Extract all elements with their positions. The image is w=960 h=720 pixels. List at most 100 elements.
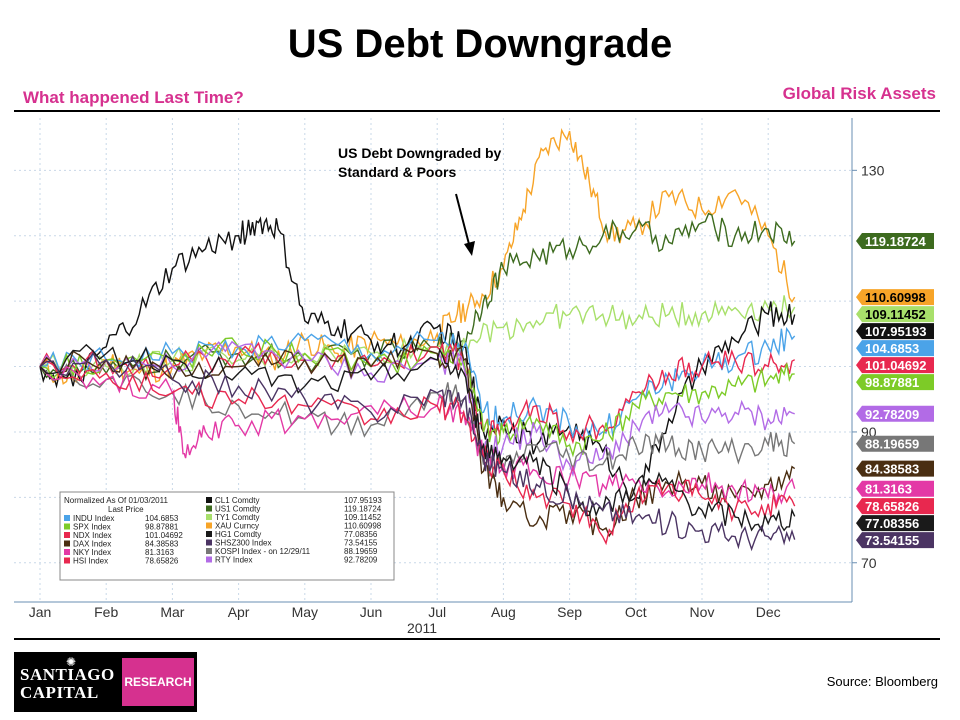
santiago-capital-logo: ✺ SANTIAGO CAPITAL RESEARCH xyxy=(14,652,197,712)
end-value-label: 81.3163 xyxy=(865,482,912,497)
legend-item-value: 78.65826 xyxy=(145,557,179,566)
end-value-tag xyxy=(856,405,934,422)
end-value-tag xyxy=(856,435,934,452)
legend-box xyxy=(59,491,395,581)
end-value-tag xyxy=(856,306,934,323)
series-line-rty-index xyxy=(39,340,795,478)
end-value-label: 107.95193 xyxy=(865,324,926,339)
x-tick-label: Mar xyxy=(160,604,184,620)
top-divider xyxy=(14,110,940,112)
end-value-tag xyxy=(856,532,934,549)
legend-swatch xyxy=(64,532,70,538)
legend-item-label: RTY Index xyxy=(215,556,253,565)
end-value-tag xyxy=(856,515,934,532)
legend-item-value: 109.11452 xyxy=(344,513,382,522)
x-tick-label: Dec xyxy=(756,604,781,620)
end-value-label: 119.18724 xyxy=(865,234,927,249)
x-tick-label: May xyxy=(292,604,318,620)
legend-swatch xyxy=(64,557,70,564)
end-value-label: 77.08356 xyxy=(865,516,919,531)
legend-item-label: XAU Curncy xyxy=(215,522,259,531)
legend-swatch xyxy=(206,514,212,520)
legend-swatch xyxy=(206,505,212,512)
end-value-tag xyxy=(856,357,934,374)
bottom-divider xyxy=(14,638,940,640)
x-tick-label: Jan xyxy=(29,604,52,620)
series-line-ty1-comdty xyxy=(39,295,796,381)
legend-swatch xyxy=(64,549,70,555)
x-tick-label: Nov xyxy=(690,604,715,620)
legend-item-label: KOSPI Index - on 12/29/11 xyxy=(215,547,311,556)
legend-item-value: 107.95193 xyxy=(344,496,382,505)
legend-item-value: 77.08356 xyxy=(344,530,378,539)
legend-item-label: INDU Index xyxy=(73,514,114,523)
legend-item-value: 104.6853 xyxy=(145,514,179,523)
x-tick-label: Aug xyxy=(491,604,516,620)
legend-swatch xyxy=(206,531,212,537)
end-value-label: 84.38583 xyxy=(865,462,919,477)
legend-item-label: NKY Index xyxy=(73,548,111,557)
series-line-hg1-comdty xyxy=(39,343,796,533)
x-tick-label: Apr xyxy=(228,604,250,620)
end-value-tag xyxy=(856,289,934,306)
page-title: US Debt Downgrade xyxy=(287,22,673,66)
end-value-label: 92.78209 xyxy=(865,407,919,422)
logo-mark-icon: ✺ xyxy=(66,655,77,669)
x-tick-label: Jul xyxy=(428,604,446,620)
legend-item-value: 119.18724 xyxy=(344,505,382,514)
end-value-tag xyxy=(856,233,934,250)
end-value-tag xyxy=(856,374,934,391)
legend-item-value: 98.87881 xyxy=(145,523,179,532)
legend-item-label: TY1 Comdty xyxy=(215,513,259,522)
y-tick-label: 70 xyxy=(861,555,877,571)
legend-item-value: 73.54155 xyxy=(344,539,378,548)
legend-item-label: HSI Index xyxy=(73,557,108,566)
x-tick-label: Feb xyxy=(94,604,118,620)
end-value-label: 110.60998 xyxy=(865,290,926,305)
legend-swatch xyxy=(64,515,70,521)
legend-item-value: 81.3163 xyxy=(145,548,174,557)
legend-item-label: HG1 Comdty xyxy=(215,530,261,539)
legend-item-value: 92.78209 xyxy=(344,556,378,565)
legend-swatch xyxy=(64,540,70,547)
annotation-arrow-shaft xyxy=(455,193,471,249)
source-note: Source: Bloomberg xyxy=(826,674,938,689)
series-line-cl1-comdty xyxy=(39,216,796,503)
legend-item-label: NDX Index xyxy=(73,531,112,540)
logo-line1: SANTIAGO xyxy=(20,665,115,684)
subtitle-right: Global Risk Assets xyxy=(782,84,936,103)
legend-item-value: 101.04692 xyxy=(145,531,183,540)
annotation-line1: US Debt Downgraded by xyxy=(338,145,502,161)
end-value-label: 98.87881 xyxy=(865,375,919,390)
legend-item-label: SHSZ300 Index xyxy=(215,539,271,548)
legend-item-label: SPX Index xyxy=(73,523,111,532)
end-value-tag xyxy=(856,480,934,497)
x-tick-label: Sep xyxy=(557,604,582,620)
legend-item-label: DAX Index xyxy=(73,540,111,549)
legend-subheader: Last Price xyxy=(108,505,144,514)
subtitle-left: What happened Last Time? xyxy=(23,88,244,107)
legend-swatch xyxy=(64,523,70,530)
end-value-tag xyxy=(856,498,934,515)
end-value-tag xyxy=(856,460,934,477)
annotation-arrow-head xyxy=(464,241,475,256)
end-value-tag xyxy=(856,340,934,357)
legend-item-value: 110.60998 xyxy=(344,522,382,531)
legend-item-value: 84.38583 xyxy=(145,540,179,549)
end-value-label: 73.54155 xyxy=(865,533,919,548)
y-tick-label: 130 xyxy=(861,162,885,178)
legend-item-value: 88.19659 xyxy=(344,547,378,556)
x-axis-label: 2011 xyxy=(407,620,437,636)
x-tick-label: Oct xyxy=(625,604,647,620)
legend-header: Normalized As Of 01/03/2011 xyxy=(64,496,168,505)
end-value-label: 109.11452 xyxy=(865,307,926,322)
legend-swatch xyxy=(206,556,212,563)
logo-line2: CAPITAL xyxy=(20,683,99,702)
end-value-label: 101.04692 xyxy=(865,358,926,373)
end-value-label: 88.19659 xyxy=(865,437,919,452)
legend-swatch xyxy=(206,497,212,503)
legend-swatch xyxy=(206,539,212,546)
legend-item-label: CL1 Comdty xyxy=(215,496,259,505)
annotation-line2: Standard & Poors xyxy=(338,164,456,180)
end-value-tag xyxy=(856,323,934,340)
